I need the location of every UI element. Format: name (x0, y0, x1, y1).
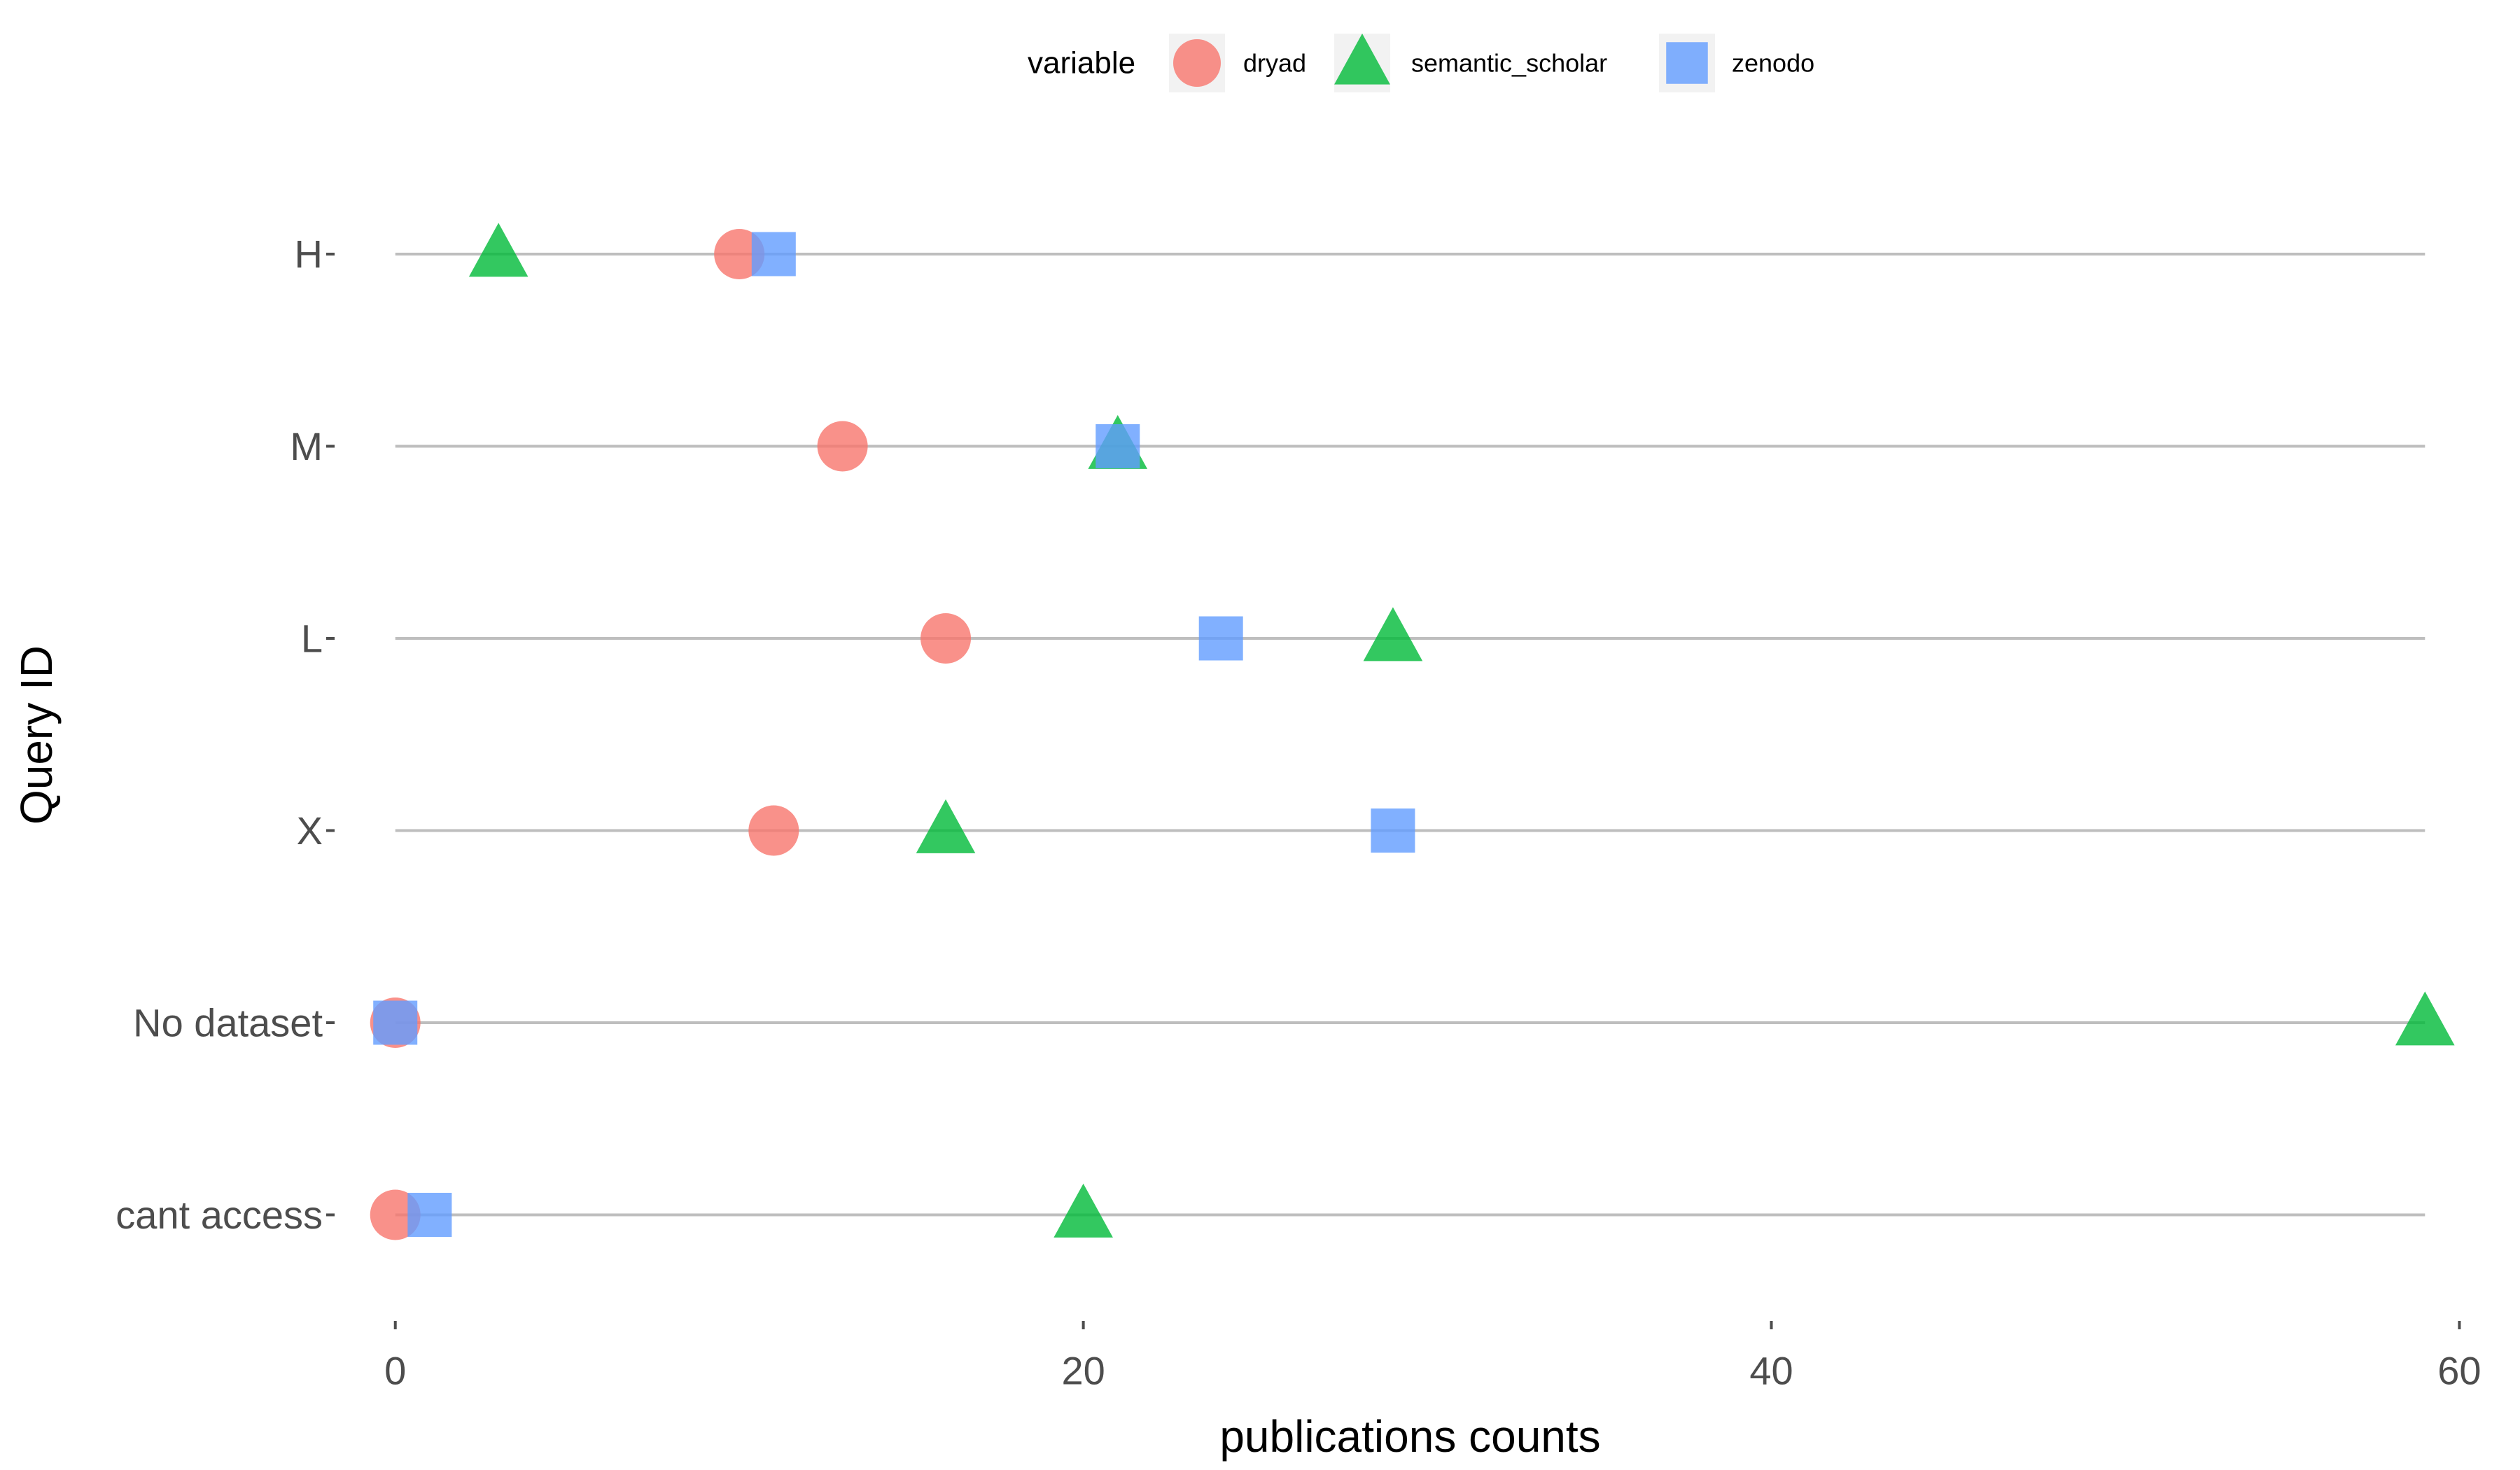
point-semantic-scholar-no-dataset (2395, 991, 2455, 1046)
series-zenodo (373, 232, 1415, 1237)
legend: variable dryad semantic_scholar zenodo (1028, 33, 1814, 92)
legend-key-semantic-scholar (1334, 33, 1390, 85)
point-semantic-scholar-l (1363, 607, 1423, 662)
x-tick-label-60: 60 (2437, 1349, 2481, 1393)
x-axis-title: publications counts (1219, 1411, 1600, 1462)
legend-label-semantic-scholar: semantic_scholar (1411, 49, 1607, 78)
legend-item-zenodo: zenodo (1659, 34, 1814, 92)
series-semantic-scholar (468, 223, 2455, 1238)
y-tick-label-x: X (297, 808, 323, 853)
point-dryad-m (817, 421, 868, 472)
point-dryad-x (748, 805, 799, 856)
row-lines (395, 253, 2426, 1217)
point-dryad-l (920, 613, 972, 664)
point-zenodo-m (1096, 424, 1140, 468)
y-tick-label-h: H (295, 232, 323, 276)
y-axis-title: Query ID (11, 645, 62, 825)
point-zenodo-no-dataset (373, 1000, 418, 1045)
x-tick-label-0: 0 (384, 1349, 406, 1393)
point-zenodo-cant-access (407, 1193, 452, 1237)
x-tick-label-20: 20 (1061, 1349, 1105, 1393)
x-tick-label-40: 40 (1749, 1349, 1793, 1393)
legend-label-dryad: dryad (1243, 49, 1306, 78)
y-tick-label-l: L (301, 617, 323, 661)
series-dryad (370, 229, 972, 1240)
legend-item-dryad: dryad (1169, 34, 1306, 92)
legend-key-dryad (1173, 39, 1221, 87)
data-points (370, 223, 2455, 1240)
y-tick-label-no-dataset: No dataset (133, 1001, 323, 1045)
point-zenodo-l (1198, 616, 1243, 661)
legend-item-semantic-scholar: semantic_scholar (1334, 33, 1607, 92)
legend-label-zenodo: zenodo (1732, 49, 1814, 78)
point-semantic-scholar-h (468, 223, 528, 277)
y-axis: H M L X No dataset cant access (115, 232, 335, 1237)
point-semantic-scholar-x (916, 799, 976, 853)
x-axis: 0 20 40 60 (384, 1321, 2482, 1393)
y-tick-label-m: M (290, 424, 323, 468)
legend-key-zenodo (1666, 42, 1708, 84)
y-tick-label-cant-access: cant access (115, 1193, 323, 1237)
legend-title: variable (1028, 46, 1135, 80)
point-zenodo-h (751, 232, 796, 276)
point-semantic-scholar-cant-access (1054, 1183, 1113, 1238)
point-zenodo-x (1371, 808, 1415, 853)
